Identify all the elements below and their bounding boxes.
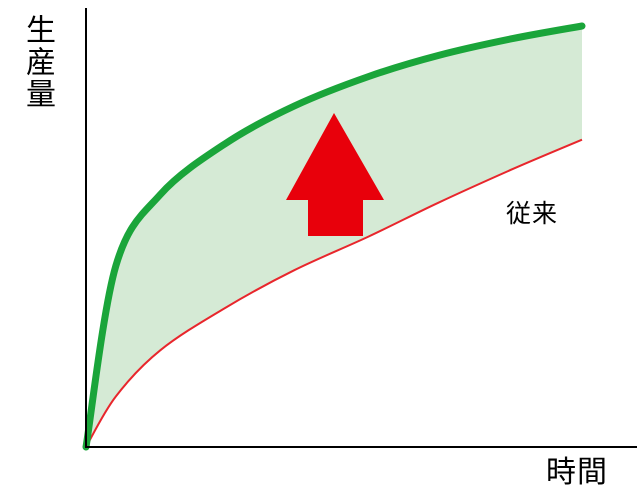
improved-series-line xyxy=(82,22,586,451)
increase-arrow-icon xyxy=(286,113,384,236)
improvement-band xyxy=(86,26,582,447)
conventional-series-line xyxy=(85,138,583,448)
conventional-series-annotation: 従来 xyxy=(506,199,559,228)
x-axis-label: 時間 xyxy=(546,455,608,490)
y-axis-label: 生産量 xyxy=(20,14,55,110)
